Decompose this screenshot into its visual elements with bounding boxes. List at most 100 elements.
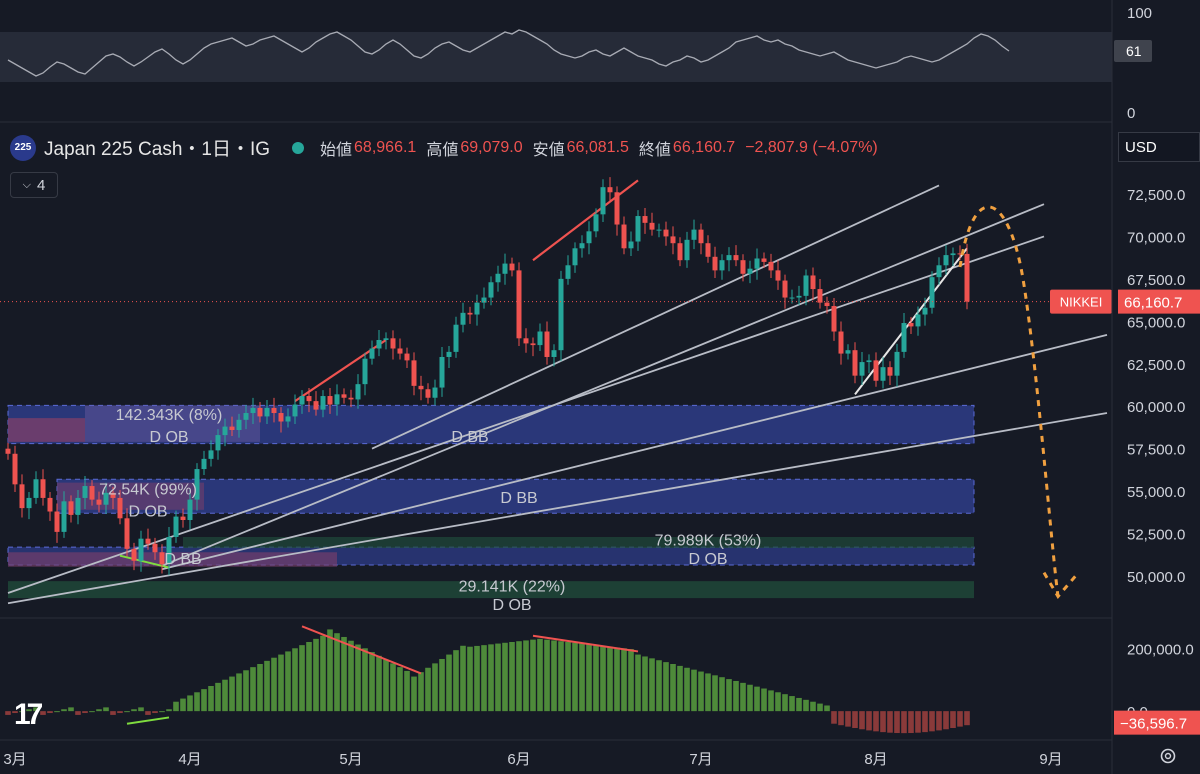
candle-body [159,552,165,565]
candle-body [600,187,606,215]
candle [453,316,459,358]
candle-body [467,312,473,315]
histogram-bar [803,699,809,712]
candle-body [313,401,319,410]
candle [572,242,578,273]
histogram-bar [12,711,18,714]
histogram-bar [439,658,445,712]
oscillator-panel [0,29,1112,82]
oscillator-line [7,29,1010,77]
currency-selector[interactable]: USD [1118,132,1200,162]
candle [684,231,690,268]
histogram-bar [901,711,907,734]
indicator-toggle-button[interactable]: ⌵ 4 [10,172,58,198]
candle [915,306,921,336]
candle [474,294,480,326]
candle [544,321,550,365]
candle [551,344,557,367]
gear-icon[interactable] [1158,746,1178,766]
candle-body [341,394,347,398]
candle-body [264,407,270,417]
low-label: 安値 [532,141,565,159]
candle [936,257,942,285]
histogram-bar [775,692,781,712]
candle-body [306,396,312,402]
candle-body [684,239,690,261]
candle [432,379,438,406]
candle [341,388,347,404]
price-tick-label: 65,000.0 [1127,314,1185,331]
symbol-title[interactable]: Japan 225 Cash・1日・IG [44,139,271,160]
histogram-bar [411,676,417,712]
histogram-bar [495,643,501,712]
price-tick-label: 55,000.0 [1127,484,1185,501]
candle-body [411,360,417,386]
candle [943,245,949,275]
candle [96,491,102,513]
candle-body [523,338,529,344]
candle-body [117,497,123,519]
histogram-bar [474,645,480,712]
candle [845,344,851,360]
histogram-bar [320,635,326,712]
histogram-bar [54,711,60,713]
price-tick-label: 52,500.0 [1127,527,1185,544]
histogram-bar [397,667,403,712]
tradingview-logo-icon[interactable]: 17 [14,698,43,731]
zone-pink-lower [8,552,337,567]
histogram-bar [572,642,578,712]
candle [579,235,585,258]
histogram-bar [89,711,95,713]
histogram-bar [733,680,739,712]
change-value: −2,807.9 (−4.07%) [745,138,878,156]
histogram-bar [467,646,473,712]
candle [390,330,396,360]
candle-body [796,295,802,298]
chevron-down-icon: ⌵ [22,178,31,191]
histogram-bar [621,648,627,712]
histogram-bar [908,711,914,734]
candle [229,416,235,436]
histogram-bar [698,671,704,712]
histogram-bar [152,711,158,714]
histogram-bar [845,711,851,727]
candle [383,332,389,350]
candle-body [110,492,116,498]
open-label: 始値 [320,141,353,159]
candle-body [691,229,697,240]
histogram-bar [516,641,522,712]
candle [54,503,60,543]
histogram-bar [404,670,410,712]
candle-body [418,385,424,390]
candle-body [61,501,67,532]
histogram-bar [208,686,214,712]
candle [733,245,739,267]
candle [712,246,718,279]
candle [355,374,361,409]
histogram-bar [166,709,172,712]
histogram-bar [481,645,487,712]
histogram-bar [369,652,375,712]
candle-body [40,479,46,498]
histogram-bar [103,707,109,712]
osc-tick-100: 100 [1127,5,1152,22]
zone-label: 142.343K (8%) [116,407,223,424]
histogram-bar [747,684,753,712]
candle [530,337,536,357]
histogram-bar [558,641,564,712]
zone-purple-upper [85,405,260,442]
histogram-bar [355,644,361,712]
candle-body [852,350,858,376]
histogram-bar [887,711,893,733]
candle-body [558,278,564,351]
candle [481,287,487,309]
histogram-bar [187,695,193,712]
candle-body [397,348,403,354]
symbol-logo-icon[interactable]: 225 [10,134,36,161]
candle [257,401,263,423]
candle-body [292,404,298,417]
candle-body [362,358,368,385]
histogram-bar [628,649,634,712]
